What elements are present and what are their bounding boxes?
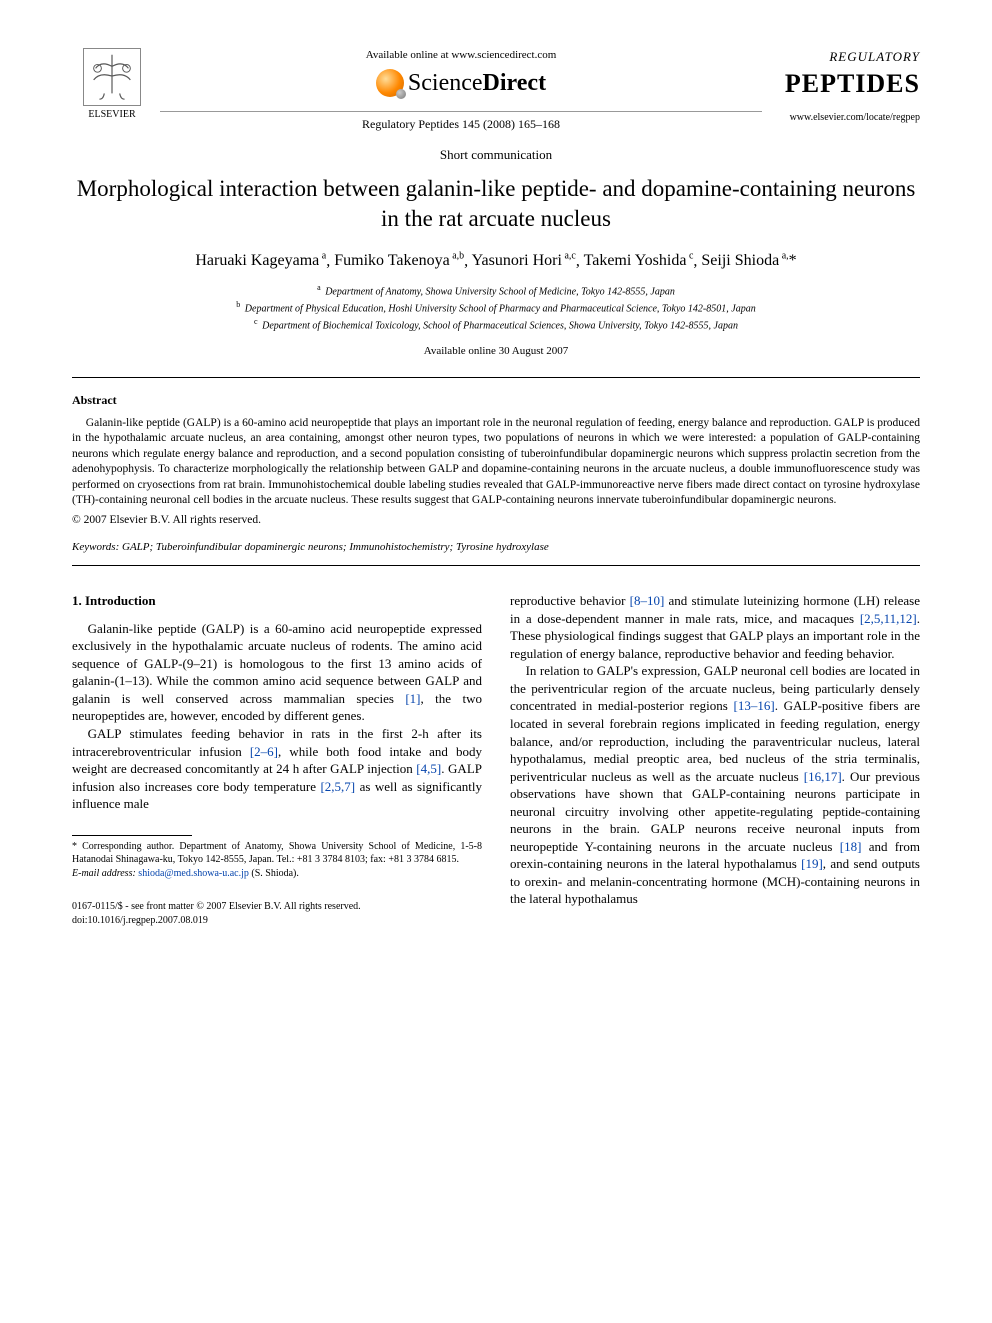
keywords-list: GALP; Tuberoinfundibular dopaminergic ne… (122, 541, 549, 553)
authors-list: Haruaki Kageyama a, Fumiko Takenoya a,b,… (72, 250, 920, 272)
available-online-date: Available online 30 August 2007 (72, 344, 920, 359)
paragraph: reproductive behavior [8–10] and stimula… (510, 592, 920, 662)
journal-cover-logo: REGULATORY PEPTIDES www.elsevier.com/loc… (770, 48, 920, 124)
citation-link[interactable]: [2,5,7] (320, 779, 355, 794)
elsevier-label: ELSEVIER (72, 108, 152, 122)
affiliation-b: b Department of Physical Education, Hosh… (72, 299, 920, 316)
citation-link[interactable]: [16,17] (804, 769, 842, 784)
sciencedirect-wordmark: ScienceDirect (408, 67, 546, 99)
abstract-copyright: © 2007 Elsevier B.V. All rights reserved… (72, 513, 920, 529)
page-footer: 0167-0115/$ - see front matter © 2007 El… (72, 900, 482, 927)
article-type: Short communication (72, 146, 920, 164)
journal-reference: Regulatory Peptides 145 (2008) 165–168 (160, 116, 762, 132)
author: Yasunori Hori a,c (472, 252, 576, 269)
available-online-text: Available online at www.sciencedirect.co… (160, 48, 762, 63)
sciencedirect-orb-icon (376, 69, 404, 97)
journal-url: www.elsevier.com/locate/regpep (770, 111, 920, 125)
center-header: Available online at www.sciencedirect.co… (152, 48, 770, 132)
affiliation-a: a Department of Anatomy, Showa Universit… (72, 282, 920, 299)
paragraph: In relation to GALP's expression, GALP n… (510, 662, 920, 908)
right-column: reproductive behavior [8–10] and stimula… (510, 592, 920, 927)
affiliation-c: c Department of Biochemical Toxicology, … (72, 316, 920, 333)
author: Seiji Shioda a,* (701, 252, 796, 269)
rule-bottom (72, 565, 920, 566)
footer-frontmatter: 0167-0115/$ - see front matter © 2007 El… (72, 900, 482, 914)
citation-link[interactable]: [18] (840, 839, 862, 854)
journal-name-line2: PEPTIDES (770, 66, 920, 101)
keywords-label: Keywords: (72, 541, 119, 553)
paragraph: Galanin-like peptide (GALP) is a 60-amin… (72, 620, 482, 725)
page-header: ELSEVIER Available online at www.science… (72, 48, 920, 132)
abstract-body: Galanin-like peptide (GALP) is a 60-amin… (72, 416, 920, 509)
left-column: 1. Introduction Galanin-like peptide (GA… (72, 592, 482, 927)
paragraph: GALP stimulates feeding behavior in rats… (72, 725, 482, 813)
citation-link[interactable]: [19] (801, 856, 823, 871)
citation-link[interactable]: [2–6] (250, 744, 278, 759)
citation-link[interactable]: [1] (405, 691, 420, 706)
footnote-text: * Corresponding author. Department of An… (72, 840, 482, 867)
footnote-separator (72, 835, 192, 836)
section-heading: 1. Introduction (72, 592, 482, 610)
elsevier-tree-icon (83, 48, 141, 106)
author: Takemi Yoshida c (584, 252, 694, 269)
article-title: Morphological interaction between galani… (72, 174, 920, 234)
corresponding-author-footnote: * Corresponding author. Department of An… (72, 840, 482, 881)
rule-top (72, 377, 920, 378)
sciencedirect-logo: ScienceDirect (160, 67, 762, 99)
keywords: Keywords: GALP; Tuberoinfundibular dopam… (72, 540, 920, 555)
author: Fumiko Takenoya a,b (334, 252, 464, 269)
citation-link[interactable]: [2,5,11,12] (860, 611, 917, 626)
article-body: 1. Introduction Galanin-like peptide (GA… (72, 592, 920, 927)
citation-link[interactable]: [13–16] (734, 698, 775, 713)
citation-link[interactable]: [8–10] (630, 593, 665, 608)
author: Haruaki Kageyama a (195, 252, 326, 269)
footnote-email: E-mail address: shioda@med.showa-u.ac.jp… (72, 867, 482, 881)
abstract-heading: Abstract (72, 392, 920, 408)
elsevier-logo: ELSEVIER (72, 48, 152, 122)
email-link[interactable]: shioda@med.showa-u.ac.jp (138, 868, 249, 879)
citation-link[interactable]: [4,5] (416, 761, 441, 776)
affiliations: a Department of Anatomy, Showa Universit… (72, 282, 920, 334)
journal-name-line1: REGULATORY (770, 48, 920, 66)
footer-doi: doi:10.1016/j.regpep.2007.08.019 (72, 914, 482, 928)
